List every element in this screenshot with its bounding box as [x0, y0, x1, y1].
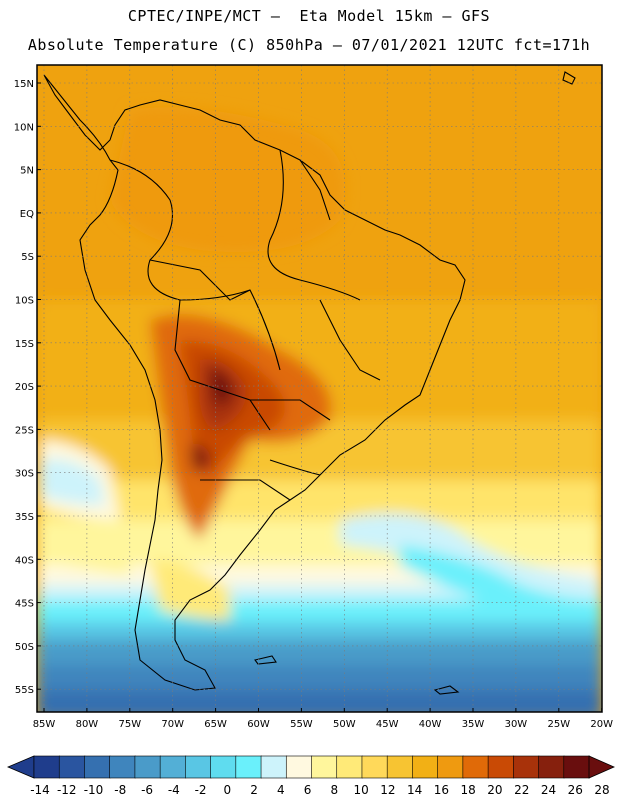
lon-label: 75W	[118, 719, 141, 730]
lat-label: 5N	[20, 166, 34, 177]
lat-label: 45S	[15, 599, 34, 610]
colorbar-tick-labels: -14 -12 -10 -8 -6 -4 -2 0 2 4 6 8 10 12 14 16 18 20 22 24 26…	[30, 783, 609, 797]
colorbar-swatch	[538, 755, 565, 779]
lat-label: 20S	[15, 382, 34, 393]
lon-label: 20W	[590, 719, 613, 730]
colorbar-swatch	[563, 755, 590, 779]
colorbar-tick-label: 4	[277, 783, 285, 797]
lat-label: 10N	[14, 122, 34, 133]
colorbar-tick-label: -2	[195, 783, 207, 797]
colorbar-tick-label: 18	[461, 783, 476, 797]
colorbar-tick-label: 8	[331, 783, 339, 797]
lon-label: 30W	[505, 719, 528, 730]
colorbar-tick-label: 16	[434, 783, 449, 797]
colorbar-tick-label: -4	[168, 783, 180, 797]
lon-label: 65W	[204, 719, 227, 730]
latitude-labels: 15N 10N 5N EQ 5S 10S 15S 20S 25S 30S 35S 40S 45S 50S 5…	[14, 79, 41, 696]
colorbar-tick-label: 20	[487, 783, 502, 797]
colorbar-swatch	[462, 755, 489, 779]
lat-label: 35S	[15, 512, 34, 523]
lat-label: EQ	[20, 209, 34, 220]
colorbar-swatch	[260, 755, 288, 779]
colorbar-swatch	[487, 755, 515, 779]
map-frame	[36, 64, 603, 713]
colorbar-tick-label: -10	[84, 783, 104, 797]
colorbar	[6, 755, 615, 779]
colorbar-swatch	[513, 755, 540, 779]
lon-label: 40W	[419, 719, 442, 730]
lon-label: 55W	[290, 719, 313, 730]
colorbar-swatch	[210, 755, 237, 779]
temperature-field	[37, 65, 602, 712]
lon-label: 35W	[462, 719, 485, 730]
lat-label: 25S	[15, 425, 34, 436]
colorbar-tick-label: -14	[30, 783, 50, 797]
colorbar-tick-label: -6	[141, 783, 153, 797]
lon-label: 85W	[33, 719, 56, 730]
colorbar-swatch	[185, 755, 212, 779]
colorbar-tick-label: 12	[380, 783, 395, 797]
colorbar-swatch	[386, 755, 414, 779]
colorbar-max-arrow	[588, 755, 615, 779]
colorbar-tick-label: 14	[407, 783, 422, 797]
colorbar-tick-label: 26	[568, 783, 583, 797]
lat-label: 15N	[14, 79, 34, 90]
colorbar-swatch	[285, 755, 313, 779]
colorbar-tick-label: 10	[354, 783, 369, 797]
colorbar-tick-label: -8	[114, 783, 126, 797]
lat-label: 55S	[15, 685, 34, 696]
colorbar-tick-label: 0	[224, 783, 232, 797]
lat-label: 50S	[15, 642, 34, 653]
colorbar-swatch	[437, 755, 464, 779]
chart-title-line2: Absolute Temperature (C) 850hPa – 07/01/…	[27, 36, 591, 54]
chart-title-line1: CPTEC/INPE/MCT – Eta Model 15km – GFS	[127, 7, 491, 25]
lat-label: 30S	[15, 469, 34, 480]
lat-label: 15S	[15, 339, 34, 350]
colorbar-swatch	[159, 755, 187, 779]
colorbar-swatch	[134, 755, 161, 779]
colorbar-tick-label: 24	[541, 783, 556, 797]
colorbar-swatch	[361, 755, 388, 779]
colorbar-swatch	[311, 755, 338, 779]
lon-label: 50W	[333, 719, 356, 730]
colorbar-min-arrow	[6, 755, 35, 779]
colorbar-tick-label: 2	[250, 783, 258, 797]
lat-label: 5S	[21, 252, 34, 263]
colorbar-tick-label: 22	[514, 783, 529, 797]
colorbar-swatch	[336, 755, 363, 779]
longitude-labels: 85W 80W 75W 70W 65W 60W 55W 50W 45W 40W 35W 30W 25W 2…	[33, 708, 613, 730]
colorbar-tick-label: 28	[594, 783, 609, 797]
lat-label: 10S	[15, 296, 34, 307]
lon-label: 45W	[376, 719, 399, 730]
colorbar-swatch	[412, 755, 439, 779]
coastlines	[43, 71, 576, 695]
colorbar-swatch	[84, 755, 111, 779]
colorbar-swatch	[109, 755, 136, 779]
lon-label: 70W	[161, 719, 184, 730]
lon-label: 80W	[76, 719, 99, 730]
colorbar-swatch	[33, 755, 61, 779]
lon-label: 60W	[247, 719, 270, 730]
colorbar-swatch	[235, 755, 262, 779]
colorbar-tick-label: 6	[304, 783, 312, 797]
colorbar-swatch	[58, 755, 86, 779]
colorbar-tick-label: -12	[57, 783, 77, 797]
lat-label: 40S	[15, 555, 34, 566]
lon-label: 25W	[547, 719, 570, 730]
